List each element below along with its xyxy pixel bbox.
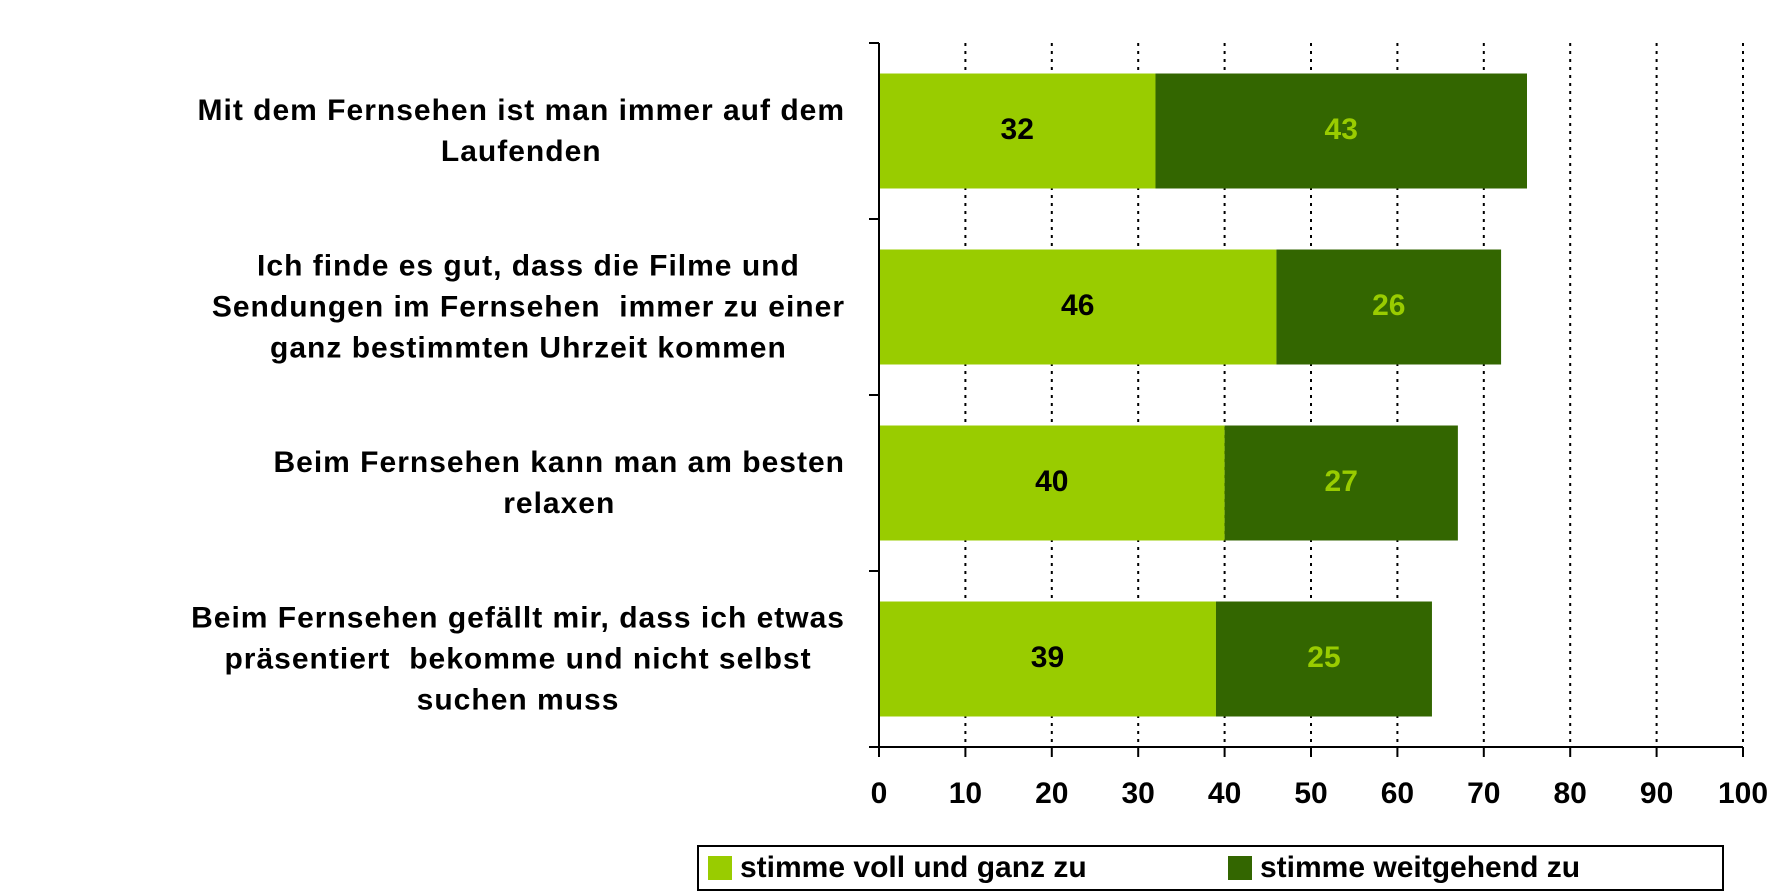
bar (1215, 601, 1432, 717)
bar-label: 40 (1035, 465, 1068, 498)
legend-swatch (1228, 856, 1252, 880)
legend-label: stimme weitgehend zu (1260, 851, 1580, 884)
x-tick-label: 0 (871, 777, 888, 810)
x-tick-label: 100 (1718, 777, 1768, 810)
bar (1276, 249, 1502, 365)
bar-label: 25 (1307, 641, 1340, 674)
x-tick-label: 70 (1467, 777, 1500, 810)
bar (879, 73, 1156, 189)
bar (879, 425, 1225, 541)
category-label: Mit dem Fernsehen ist man immer auf dem … (197, 94, 845, 168)
bar-label: 43 (1325, 113, 1358, 146)
x-tick-label: 50 (1294, 777, 1327, 810)
category-label: Ich finde es gut, dass die Filme und Sen… (211, 249, 845, 365)
bar (879, 249, 1277, 365)
x-tick-label: 80 (1554, 777, 1587, 810)
category-label: Beim Fernsehen kann man am besten relaxe… (273, 446, 845, 520)
x-tick-label: 10 (949, 777, 982, 810)
x-tick-label: 90 (1640, 777, 1673, 810)
x-tick-label: 20 (1035, 777, 1068, 810)
bar-label: 46 (1061, 289, 1094, 322)
bar-label: 39 (1031, 641, 1064, 674)
bar-label: 27 (1325, 465, 1358, 498)
bar (879, 601, 1216, 717)
x-tick-label: 30 (1122, 777, 1155, 810)
bar (1224, 425, 1458, 541)
x-tick-label: 40 (1208, 777, 1241, 810)
bar-label: 26 (1372, 289, 1405, 322)
bar (1155, 73, 1527, 189)
legend-swatch (708, 856, 732, 880)
category-label: Beim Fernsehen gefällt mir, dass ich etw… (191, 601, 845, 717)
legend-box (697, 845, 1724, 891)
bar-label: 32 (1001, 113, 1034, 146)
x-tick-label: 60 (1381, 777, 1414, 810)
legend-label: stimme voll und ganz zu (740, 851, 1087, 884)
